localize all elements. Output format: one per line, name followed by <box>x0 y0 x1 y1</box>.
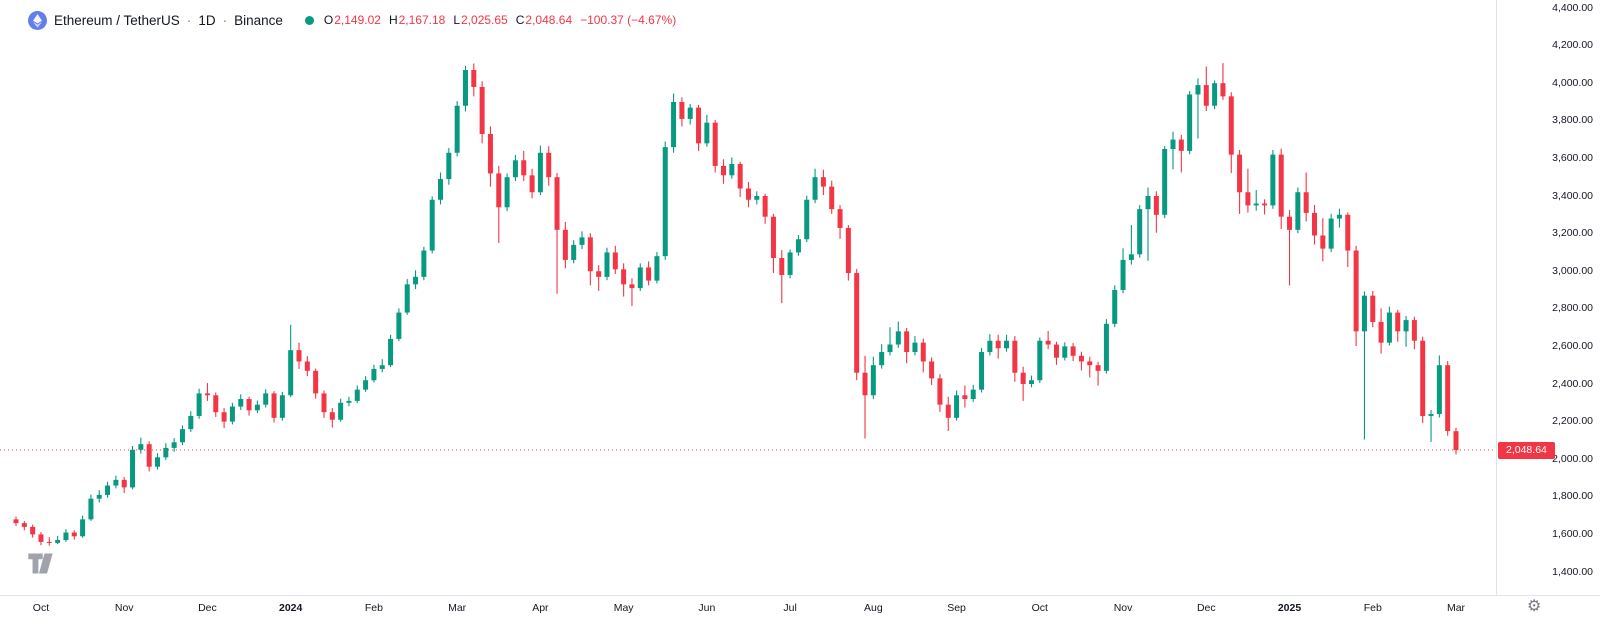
time-axis-label: Nov <box>114 602 134 614</box>
close-label: C <box>515 13 525 27</box>
time-axis-label: 2025 <box>1277 602 1302 614</box>
low-value: 2,025.65 <box>461 13 508 27</box>
time-axis-label: Nov <box>1113 602 1133 614</box>
price-axis-label: 4,400.00 <box>1552 1 1593 14</box>
price-axis-label: 2,800.00 <box>1552 302 1593 315</box>
price-axis-label: 2,200.00 <box>1552 415 1593 428</box>
price-axis-label: 2,000.00 <box>1552 452 1593 465</box>
symbol-name[interactable]: Ethereum / TetherUS <box>54 12 180 28</box>
change-value: −100.37 (−4.67%) <box>580 13 677 27</box>
price-axis-label: 3,000.00 <box>1552 264 1593 277</box>
price-axis-label: 1,400.00 <box>1552 565 1593 578</box>
price-axis-label: 3,200.00 <box>1552 227 1593 240</box>
open-value: 2,149.02 <box>334 13 381 27</box>
close-value: 2,048.64 <box>525 13 573 27</box>
time-axis[interactable]: Oct Nov Dec 2024 Feb Mar Apr May Jun Jul Aug Sep Oct… <box>0 595 1497 642</box>
symbol-title[interactable]: Ethereum / TetherUS · 1D · Binance <box>28 10 283 30</box>
exchange-name[interactable]: Binance <box>234 12 283 28</box>
ohlc-legend: O 2,149.02 H 2,167.18 L 2,025.65 C 2,048.64 … <box>304 13 677 27</box>
separator-dot: · <box>222 12 228 28</box>
time-axis-label: Feb <box>1363 602 1382 614</box>
price-axis-label: 3,600.00 <box>1552 151 1593 164</box>
series-status-dot <box>304 15 314 25</box>
time-axis-label: Aug <box>863 602 883 614</box>
time-axis-label: 2024 <box>278 602 303 614</box>
time-axis-label: Mar <box>448 602 467 614</box>
time-axis-label: Sep <box>947 602 966 614</box>
current-price-label: 2,048.64 <box>1498 441 1555 459</box>
time-axis-label: May <box>613 602 634 614</box>
price-axis-label: 1,800.00 <box>1552 490 1593 503</box>
high-value: 2,167.18 <box>398 13 446 27</box>
price-axis-label: 3,800.00 <box>1552 114 1593 127</box>
price-axis-label: 2,600.00 <box>1552 339 1593 352</box>
price-axis-label: 2,400.00 <box>1552 377 1593 390</box>
time-axis-label: Dec <box>198 602 217 614</box>
price-axis-label: 3,400.00 <box>1552 189 1593 202</box>
interval-value[interactable]: 1D <box>198 12 216 28</box>
high-label: H <box>388 13 398 27</box>
time-axis-label: Jun <box>698 602 716 614</box>
time-axis-label: Jul <box>783 602 797 614</box>
chart-header: Ethereum / TetherUS · 1D · Binance O 2,14… <box>28 10 676 30</box>
settings-gear-icon[interactable]: ⚙ <box>1527 598 1542 615</box>
time-axis-label: Feb <box>364 602 383 614</box>
time-axis-label: Oct <box>1031 602 1048 614</box>
ethereum-icon[interactable] <box>28 10 47 30</box>
separator-dot: · <box>186 12 192 28</box>
time-axis-label: Mar <box>1446 602 1466 614</box>
tradingview-logo-watermark[interactable] <box>27 553 54 579</box>
price-axis[interactable]: 4,400.00 4,200.00 4,000.00 3,800.00 3,600.00… <box>1497 0 1600 595</box>
open-label: O <box>323 13 334 27</box>
time-axis-label: Dec <box>1196 602 1216 614</box>
price-axis-label: 1,600.00 <box>1552 527 1593 540</box>
price-axis-label: 4,200.00 <box>1552 39 1593 52</box>
low-label: L <box>453 13 461 27</box>
time-axis-label: Apr <box>532 602 549 614</box>
time-axis-label: Oct <box>32 602 50 614</box>
price-axis-label: 4,000.00 <box>1552 76 1593 89</box>
